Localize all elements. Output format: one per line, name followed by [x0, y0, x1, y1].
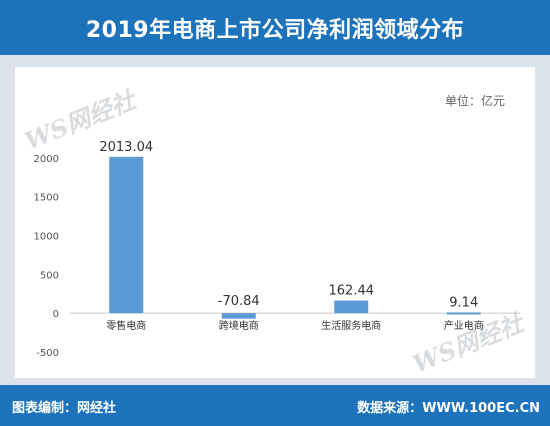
footer-bar: 图表编制：网经社 数据来源：WWW.100EC.CN [0, 385, 550, 426]
data-label: 162.44 [329, 284, 375, 299]
x-tick-label: 跨境电商 [219, 319, 259, 332]
chart-panel: 单位：亿元 WS网经社 WS网经社 -500 0 500 1000 1500 2000 20… [15, 67, 535, 379]
chart-title: 2019年电商上市公司净利润领域分布 [85, 17, 465, 43]
bar [334, 300, 369, 314]
y-tick-label: 0 [53, 309, 59, 320]
y-tick-label: 500 [40, 270, 59, 281]
bar-chart: -500 0 500 1000 1500 2000 2013.04 零售电商 -70.84 跨境电… [34, 140, 520, 359]
y-tick-label: -500 [36, 348, 59, 359]
y-tick-label: 1500 [34, 193, 59, 204]
data-source-label: 数据来源：WWW.100EC.CN [357, 401, 540, 416]
chart-header: 2019年电商上市公司净利润领域分布 [0, 0, 550, 55]
x-tick-label: 零售电商 [106, 319, 146, 332]
y-tick-label: 1000 [34, 232, 59, 243]
data-label: 9.14 [449, 295, 478, 310]
bar [446, 312, 481, 315]
bar [109, 156, 144, 314]
unit-label: 单位：亿元 [444, 94, 505, 108]
bar [221, 313, 256, 319]
x-tick-label: 产业电商 [444, 319, 484, 332]
compiled-by-label: 图表编制：网经社 [12, 401, 117, 416]
x-tick-label: 生活服务电商 [321, 319, 381, 332]
data-label: -70.84 [218, 294, 260, 309]
data-label: 2013.04 [99, 140, 153, 155]
y-tick-label: 2000 [34, 154, 59, 165]
